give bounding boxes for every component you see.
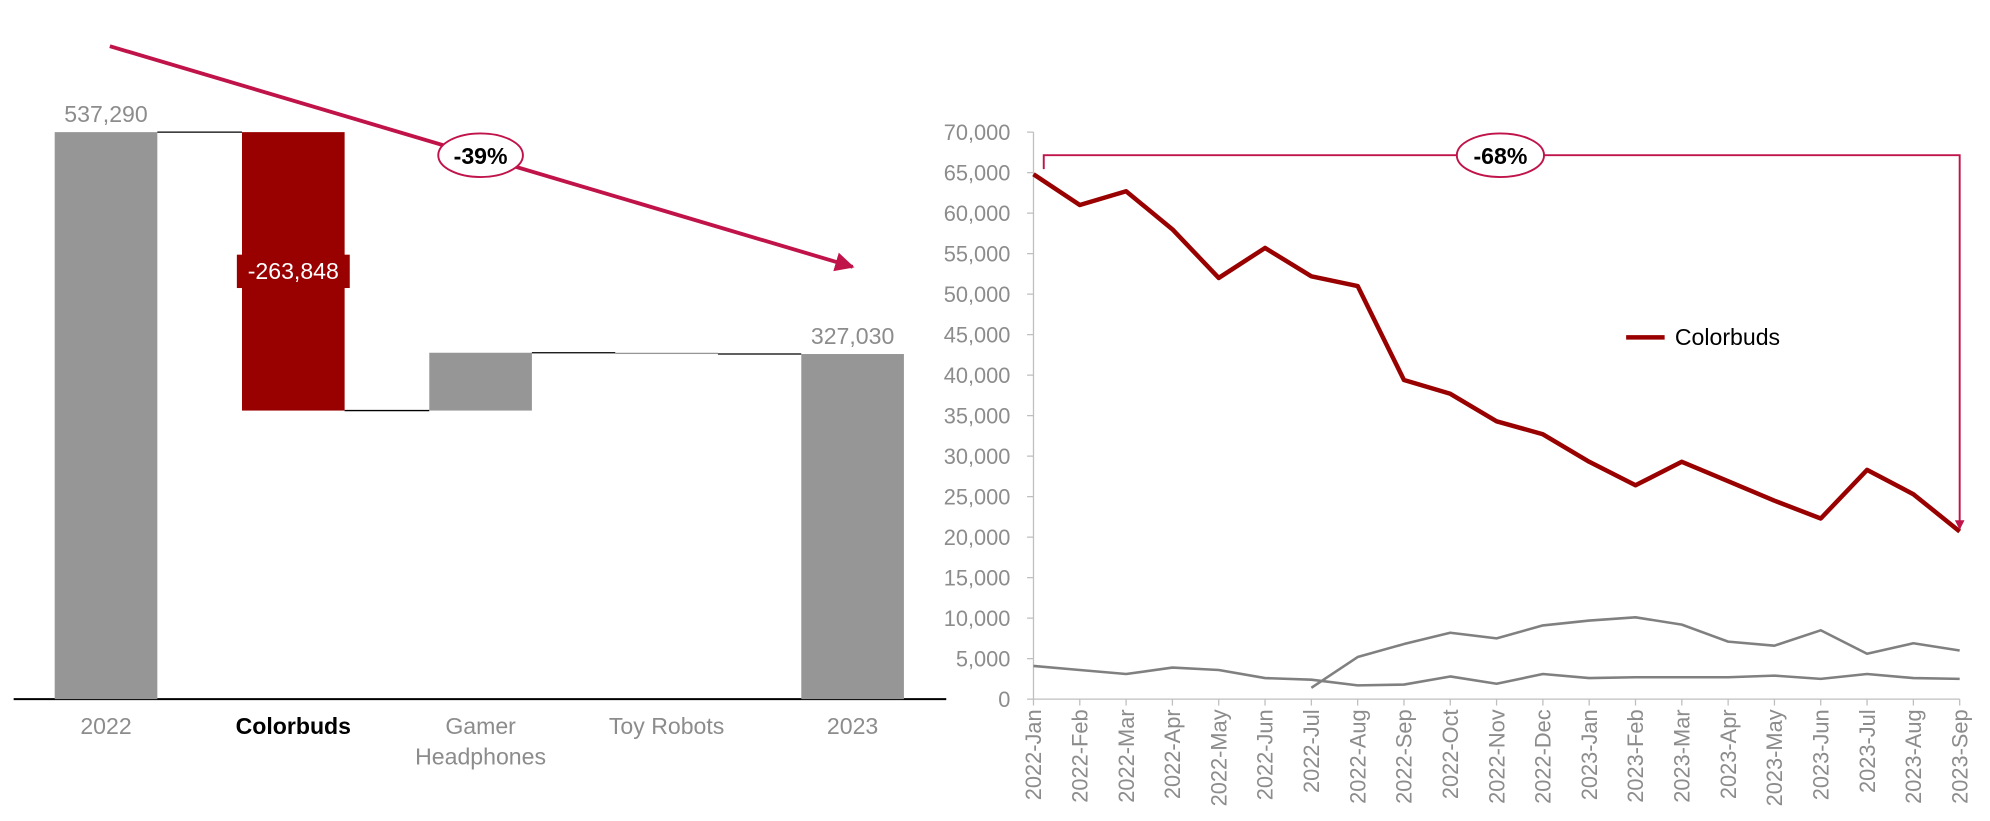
annotation-bubble: [1455, 132, 1546, 178]
x-tick-label: Colorbuds: [236, 713, 351, 739]
x-tick-label: 2022-Jun: [1253, 709, 1278, 800]
y-tick-label: 15,000: [944, 565, 1011, 590]
y-tick-label: 45,000: [944, 322, 1011, 347]
x-tick-label: 2023-Sep: [1947, 709, 1972, 804]
x-tick-label: 2022-Oct: [1438, 709, 1463, 799]
value-label: 327,030: [811, 323, 894, 349]
line-series: [1032, 172, 1962, 534]
legend-label: Colorbuds: [1675, 324, 1780, 350]
x-tick-label: 2022-Aug: [1345, 709, 1370, 804]
y-tick-label: 50,000: [944, 282, 1011, 307]
x-tick-label: 2023-Jul: [1855, 709, 1880, 793]
y-tick-label: 40,000: [944, 363, 1011, 388]
y-tick-label: 55,000: [944, 241, 1011, 266]
x-tick-label: 2022-Jul: [1299, 709, 1324, 793]
y-tick-label: 0: [998, 687, 1010, 712]
x-tick-label: 2022-May: [1206, 709, 1231, 806]
x-tick-label: 2023-Aug: [1901, 709, 1926, 804]
y-tick-label: 65,000: [944, 160, 1011, 185]
line-series: [1033, 664, 1960, 687]
annotation: -68%: [1473, 143, 1527, 169]
x-tick-label: 2023-Mar: [1670, 709, 1695, 802]
y-tick-label: 70,000: [944, 120, 1011, 145]
y-tick-label: 20,000: [944, 525, 1011, 550]
y-tick-label: 10,000: [944, 606, 1011, 631]
annotation: -39%: [454, 143, 508, 169]
bar: [54, 132, 158, 700]
change-bracket: [1042, 154, 1965, 530]
y-tick-label: 30,000: [944, 444, 1011, 469]
x-tick-label: Toy Robots: [609, 713, 724, 739]
x-tick-label: 2022-Nov: [1484, 709, 1509, 804]
x-tick-label: 2022-Jan: [1021, 709, 1046, 800]
x-tick-label: 2022-Feb: [1067, 709, 1092, 802]
y-tick-label: 60,000: [944, 201, 1011, 226]
bar: [615, 352, 718, 355]
value-label-box: [236, 254, 350, 289]
value-label: -263,848: [248, 258, 339, 284]
x-tick-label: 2023: [827, 713, 878, 739]
x-tick-label: 2022-Dec: [1531, 709, 1556, 804]
x-tick-label: Gamer Headphones: [415, 713, 546, 770]
x-tick-label: 2022: [80, 713, 131, 739]
y-tick-label: 35,000: [944, 403, 1011, 428]
annotation-bubble: [437, 132, 524, 178]
x-tick-label: 2022-Apr: [1160, 709, 1185, 799]
value-label: 537,290: [64, 101, 147, 127]
x-tick-label: 2022-Mar: [1114, 709, 1139, 802]
x-tick-label: 2022-Sep: [1392, 709, 1417, 804]
x-tick-label: 2023-Apr: [1716, 709, 1741, 799]
y-tick-label: 5,000: [956, 646, 1011, 671]
x-tick-label: 2023-Feb: [1623, 709, 1648, 802]
x-tick-label: 2023-Jun: [1808, 709, 1833, 800]
bar: [429, 352, 532, 411]
line-series: [1310, 616, 1960, 689]
x-tick-label: 2023-Jan: [1577, 709, 1602, 800]
bar: [801, 354, 904, 700]
y-tick-label: 25,000: [944, 484, 1011, 509]
x-tick-label: 2023-May: [1762, 709, 1787, 806]
